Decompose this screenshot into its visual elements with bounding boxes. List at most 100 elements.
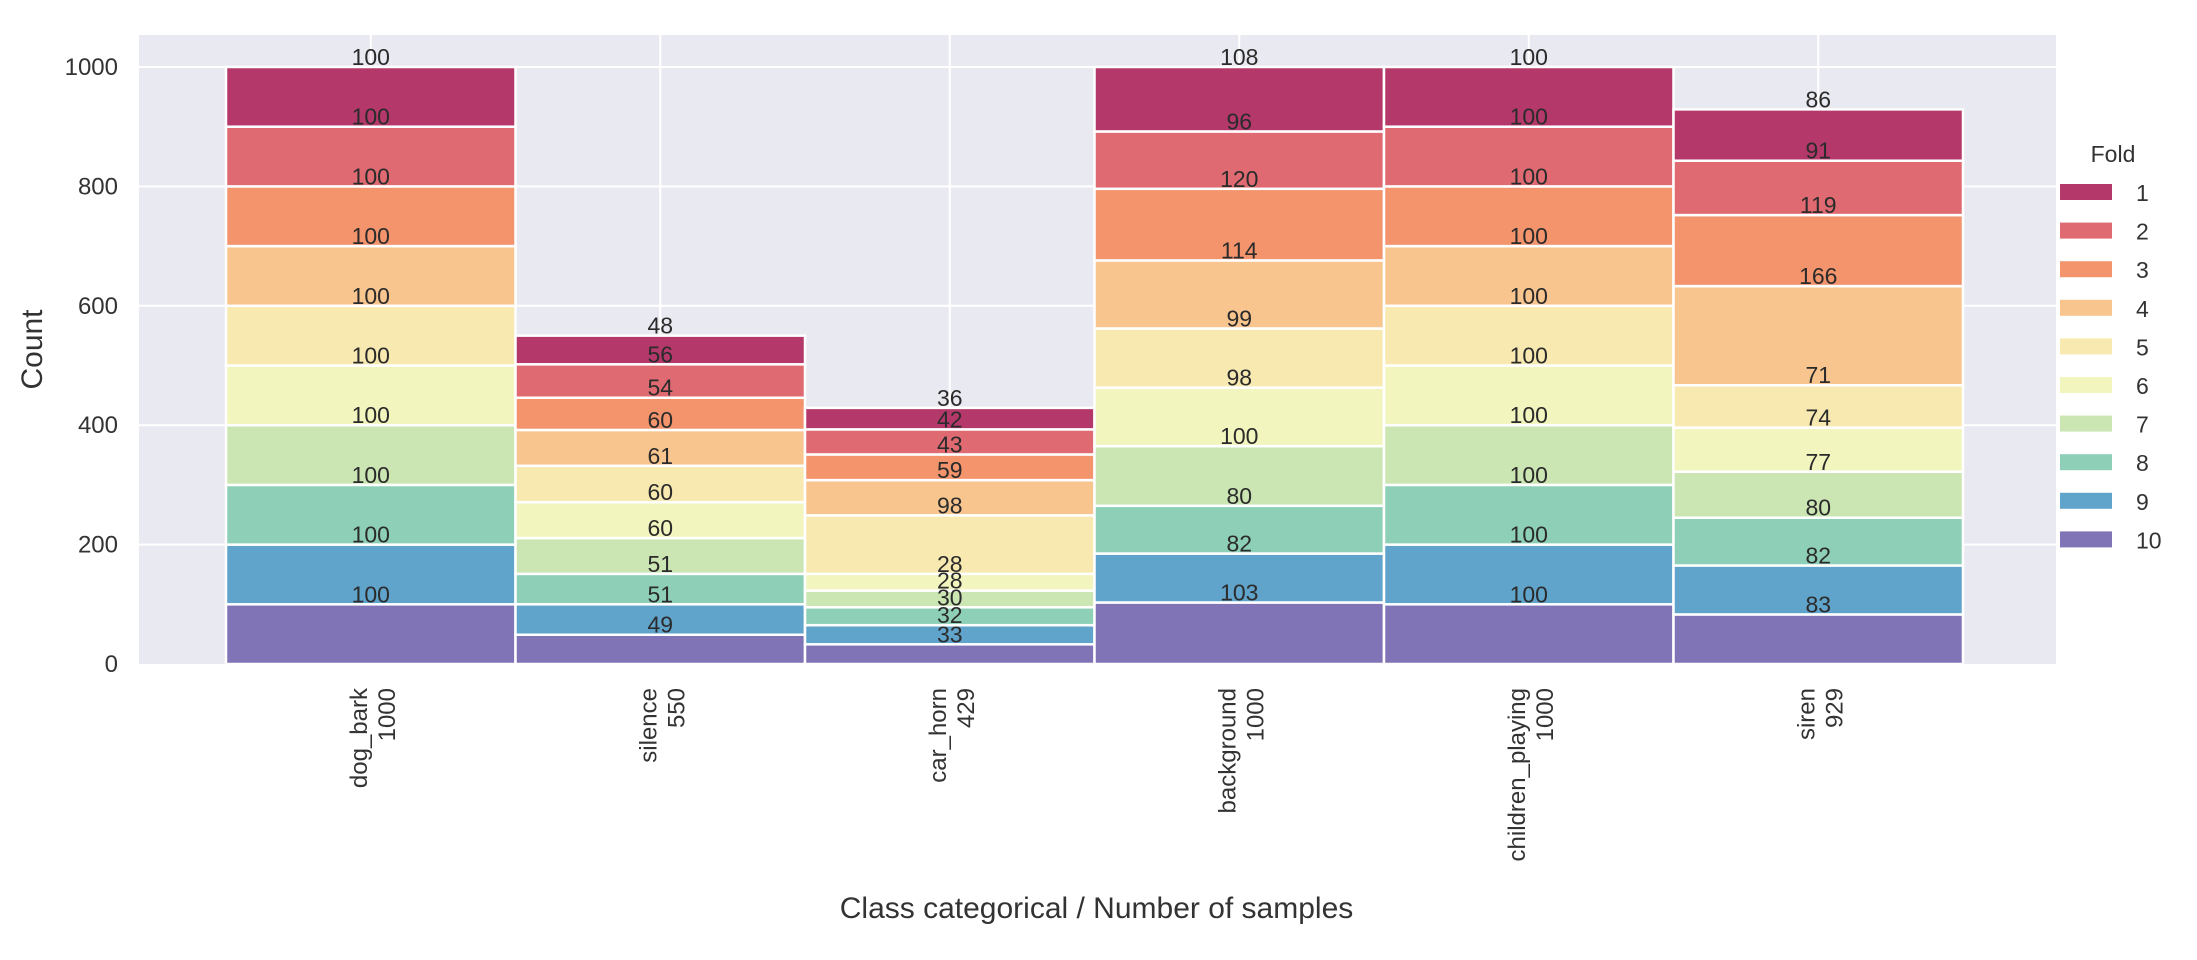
legend-swatch-fold-7 — [2060, 415, 2112, 432]
segment-value-label: 100 — [352, 44, 390, 70]
bar-segment-silence-fold-5 — [514, 464, 807, 504]
x-tick-category: children_playing — [1504, 688, 1531, 861]
legend-label: 1 — [2136, 180, 2149, 206]
segment-value-label: 100 — [352, 343, 390, 369]
x-tick-category: dog_bark — [346, 687, 373, 788]
bar-segment-background-fold-6 — [1093, 386, 1386, 448]
x-tick-category: background — [1214, 688, 1241, 813]
segment-value-label: 80 — [1805, 495, 1831, 521]
x-tick-count: 429 — [953, 688, 980, 728]
bar-segment-background-fold-1 — [1093, 65, 1386, 133]
bar-segment-siren-fold-9 — [1672, 564, 1965, 616]
bar-segment-siren-fold-4 — [1672, 284, 1965, 387]
segment-value-label: 77 — [1805, 449, 1831, 475]
y-axis-ticks: 0 200 400 600 800 1000 — [65, 54, 118, 678]
segment-value-label: 100 — [1510, 462, 1548, 488]
segment-value-label: 91 — [1805, 138, 1831, 164]
legend: Fold 1 2 3 4 5 6 7 8 9 10 — [2060, 141, 2162, 553]
x-tick-category: silence — [635, 688, 662, 763]
segment-value-label: 61 — [647, 443, 673, 469]
bar-segment-silence-fold-7 — [514, 536, 807, 576]
bar-segment-background-fold-10 — [1093, 601, 1386, 666]
bar-segment-silence-fold-3 — [514, 396, 807, 432]
bar-segment-siren-fold-3 — [1672, 213, 1965, 288]
legend-swatch-fold-10 — [2060, 531, 2112, 548]
bar-segment-siren-fold-5 — [1672, 383, 1965, 429]
bar-segment-dog_bark-fold-3 — [224, 185, 517, 248]
segment-value-label: 100 — [352, 283, 390, 309]
segment-value-label: 54 — [647, 375, 673, 401]
x-tick-label: silence 550 — [635, 688, 690, 763]
segment-value-label: 99 — [1226, 305, 1252, 331]
segment-value-label: 100 — [352, 522, 390, 548]
segment-value-label: 100 — [1510, 402, 1548, 428]
x-tick-count: 929 — [1821, 688, 1848, 728]
segment-value-label: 100 — [1510, 223, 1548, 249]
segment-value-label: 36 — [937, 385, 963, 411]
bar-segment-children_playing-fold-4 — [1382, 244, 1675, 308]
bar-segment-silence-fold-4 — [514, 428, 807, 468]
y-axis-label: Count — [16, 309, 49, 390]
segment-value-label: 100 — [1510, 283, 1548, 309]
legend-swatch-fold-3 — [2060, 261, 2112, 278]
segment-value-label: 98 — [1226, 365, 1252, 391]
segment-value-label: 100 — [352, 581, 390, 607]
legend-swatch-fold-4 — [2060, 299, 2112, 316]
bars — [224, 65, 1965, 666]
x-tick-count: 550 — [663, 688, 690, 728]
y-tick-label: 600 — [78, 293, 118, 320]
segment-value-label: 100 — [1510, 343, 1548, 369]
bar-segment-siren-fold-7 — [1672, 470, 1965, 519]
segment-value-label: 119 — [1800, 192, 1837, 218]
bar-segment-children_playing-fold-1 — [1382, 65, 1675, 128]
segment-value-label: 86 — [1805, 86, 1831, 112]
segment-value-label: 98 — [937, 492, 963, 518]
bar-segment-dog_bark-fold-10 — [224, 603, 517, 666]
segment-value-label: 48 — [647, 313, 673, 339]
segment-value-label: 60 — [647, 479, 673, 505]
segment-value-label: 100 — [352, 462, 390, 488]
legend-label: 4 — [2136, 296, 2149, 322]
legend-label: 5 — [2136, 334, 2149, 360]
segment-value-label: 100 — [1510, 581, 1548, 607]
x-tick-count: 1000 — [374, 688, 401, 741]
segment-value-label: 49 — [647, 612, 673, 638]
x-tick-label: background 1000 — [1214, 688, 1269, 813]
legend-label: 6 — [2136, 373, 2149, 399]
bar-segment-silence-fold-10 — [514, 633, 807, 666]
segment-value-label: 32 — [937, 602, 963, 628]
legend-label: 10 — [2136, 527, 2162, 553]
legend-swatch-fold-8 — [2060, 454, 2112, 471]
segment-value-label: 100 — [1220, 423, 1258, 449]
segment-value-label: 100 — [1510, 163, 1548, 189]
x-tick-category: siren — [1793, 688, 1820, 740]
legend-label: 8 — [2136, 450, 2149, 476]
legend-title: Fold — [2091, 141, 2136, 167]
bar-segment-background-fold-9 — [1093, 552, 1386, 604]
bar-segment-silence-fold-6 — [514, 500, 807, 540]
bar-segment-background-fold-3 — [1093, 187, 1386, 262]
bar-segment-background-fold-8 — [1093, 504, 1386, 555]
bar-segment-background-fold-7 — [1093, 444, 1386, 508]
y-tick-label: 1000 — [65, 54, 118, 81]
legend-label: 7 — [2136, 412, 2149, 438]
segment-value-label: 83 — [1805, 591, 1831, 617]
segment-value-label: 100 — [1510, 522, 1548, 548]
segment-value-label: 33 — [937, 621, 963, 647]
y-tick-label: 200 — [78, 532, 118, 559]
segment-value-label: 71 — [1805, 362, 1831, 388]
segment-labels: 100 100 100 100 100 100 100 100 100 100 49 51 51 60 60… — [352, 44, 1838, 647]
y-tick-label: 0 — [105, 651, 118, 678]
legend-swatch-fold-5 — [2060, 338, 2112, 355]
segment-value-label: 100 — [352, 223, 390, 249]
legend-label: 3 — [2136, 257, 2149, 283]
segment-value-label: 28 — [937, 551, 963, 577]
bar-segment-children_playing-fold-7 — [1382, 423, 1675, 487]
segment-value-label: 100 — [352, 163, 390, 189]
y-tick-label: 800 — [78, 173, 118, 200]
segment-value-label: 103 — [1220, 580, 1258, 606]
x-tick-count: 1000 — [1242, 688, 1269, 741]
x-tick-count: 1000 — [1532, 688, 1559, 741]
x-tick-category: car_horn — [925, 688, 952, 783]
